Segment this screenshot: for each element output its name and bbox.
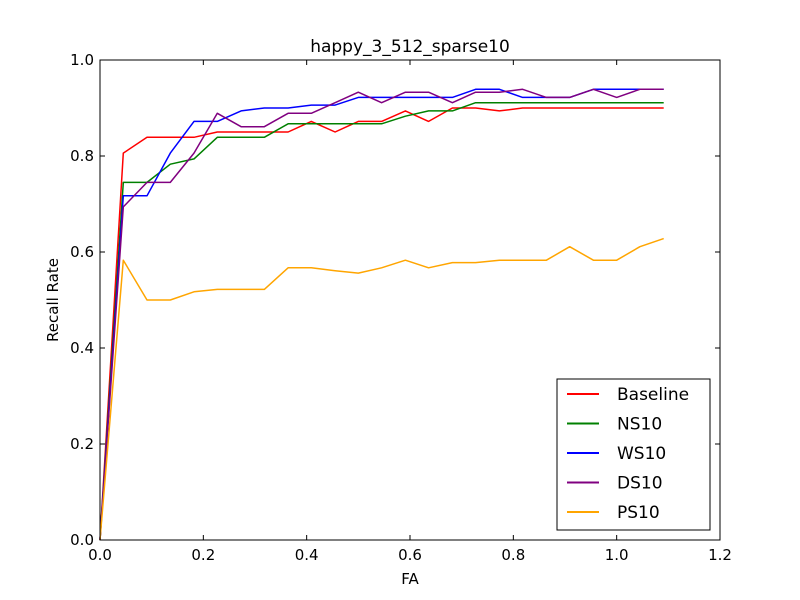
y-axis: 0.0 0.2 0.4 0.6 0.8 1.0	[70, 51, 720, 549]
x-axis-label: FA	[401, 570, 419, 588]
y-tick-label: 0.8	[70, 147, 94, 165]
legend-label-ns10: NS10	[617, 415, 662, 435]
series-layer	[99, 88, 664, 541]
x-tick-label: 1.0	[605, 546, 629, 564]
y-tick-label: 1.0	[70, 51, 94, 69]
x-tick-label: 0.4	[295, 546, 319, 564]
legend-box	[556, 378, 711, 531]
legend: Baseline NS10 WS10 DS10 PS10	[556, 378, 711, 531]
legend-label-ws10: WS10	[617, 444, 666, 464]
y-tick-label: 0.4	[70, 339, 94, 357]
x-tick-label: 0.8	[501, 546, 525, 564]
series-line-ps10	[99, 237, 664, 541]
plot-area	[99, 59, 721, 541]
series-line-ns10	[99, 101, 664, 541]
series-line-baseline	[99, 107, 664, 541]
legend-label-baseline: Baseline	[617, 385, 689, 405]
y-tick-label: 0.0	[70, 531, 94, 549]
series-line-ds10	[99, 88, 664, 541]
legend-label-ps10: PS10	[617, 503, 660, 523]
y-tick-label: 0.6	[70, 243, 94, 261]
legend-label-ds10: DS10	[617, 474, 663, 494]
x-axis: 0.0 0.2 0.4 0.6 0.8 1.0 1.2	[88, 60, 732, 564]
x-tick-label: 0.6	[398, 546, 422, 564]
x-tick-label: 0.0	[88, 546, 112, 564]
y-axis-label: Recall Rate	[44, 258, 62, 342]
chart-title: happy_3_512_sparse10	[310, 37, 510, 57]
x-tick-label: 0.2	[191, 546, 215, 564]
y-tick-label: 0.2	[70, 435, 94, 453]
x-tick-label: 1.2	[708, 546, 732, 564]
